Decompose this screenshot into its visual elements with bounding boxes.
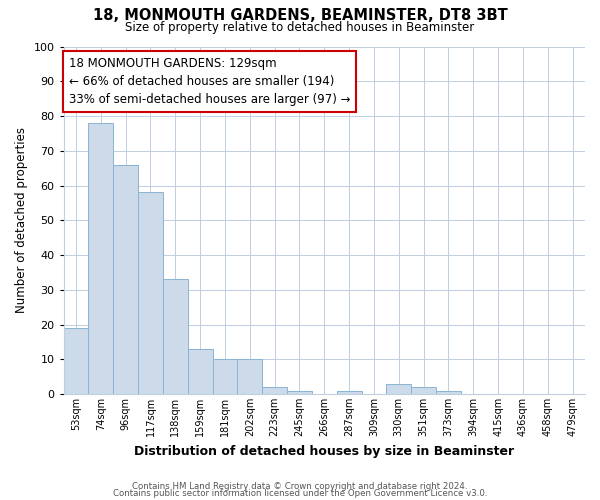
Bar: [287, 390, 312, 394]
Text: 18 MONMOUTH GARDENS: 129sqm
← 66% of detached houses are smaller (194)
33% of se: 18 MONMOUTH GARDENS: 129sqm ← 66% of det…: [69, 57, 350, 106]
Text: Size of property relative to detached houses in Beaminster: Size of property relative to detached ho…: [125, 21, 475, 34]
Bar: [411, 387, 436, 394]
Bar: [188, 349, 212, 394]
Bar: [212, 360, 238, 394]
Bar: [436, 390, 461, 394]
Text: 18, MONMOUTH GARDENS, BEAMINSTER, DT8 3BT: 18, MONMOUTH GARDENS, BEAMINSTER, DT8 3B…: [92, 8, 508, 22]
Bar: [88, 123, 113, 394]
Bar: [262, 387, 287, 394]
Bar: [138, 192, 163, 394]
Bar: [337, 390, 362, 394]
Bar: [386, 384, 411, 394]
Bar: [113, 164, 138, 394]
Bar: [64, 328, 88, 394]
Text: Contains HM Land Registry data © Crown copyright and database right 2024.: Contains HM Land Registry data © Crown c…: [132, 482, 468, 491]
X-axis label: Distribution of detached houses by size in Beaminster: Distribution of detached houses by size …: [134, 444, 514, 458]
Bar: [163, 280, 188, 394]
Y-axis label: Number of detached properties: Number of detached properties: [15, 128, 28, 314]
Text: Contains public sector information licensed under the Open Government Licence v3: Contains public sector information licen…: [113, 489, 487, 498]
Bar: [238, 360, 262, 394]
